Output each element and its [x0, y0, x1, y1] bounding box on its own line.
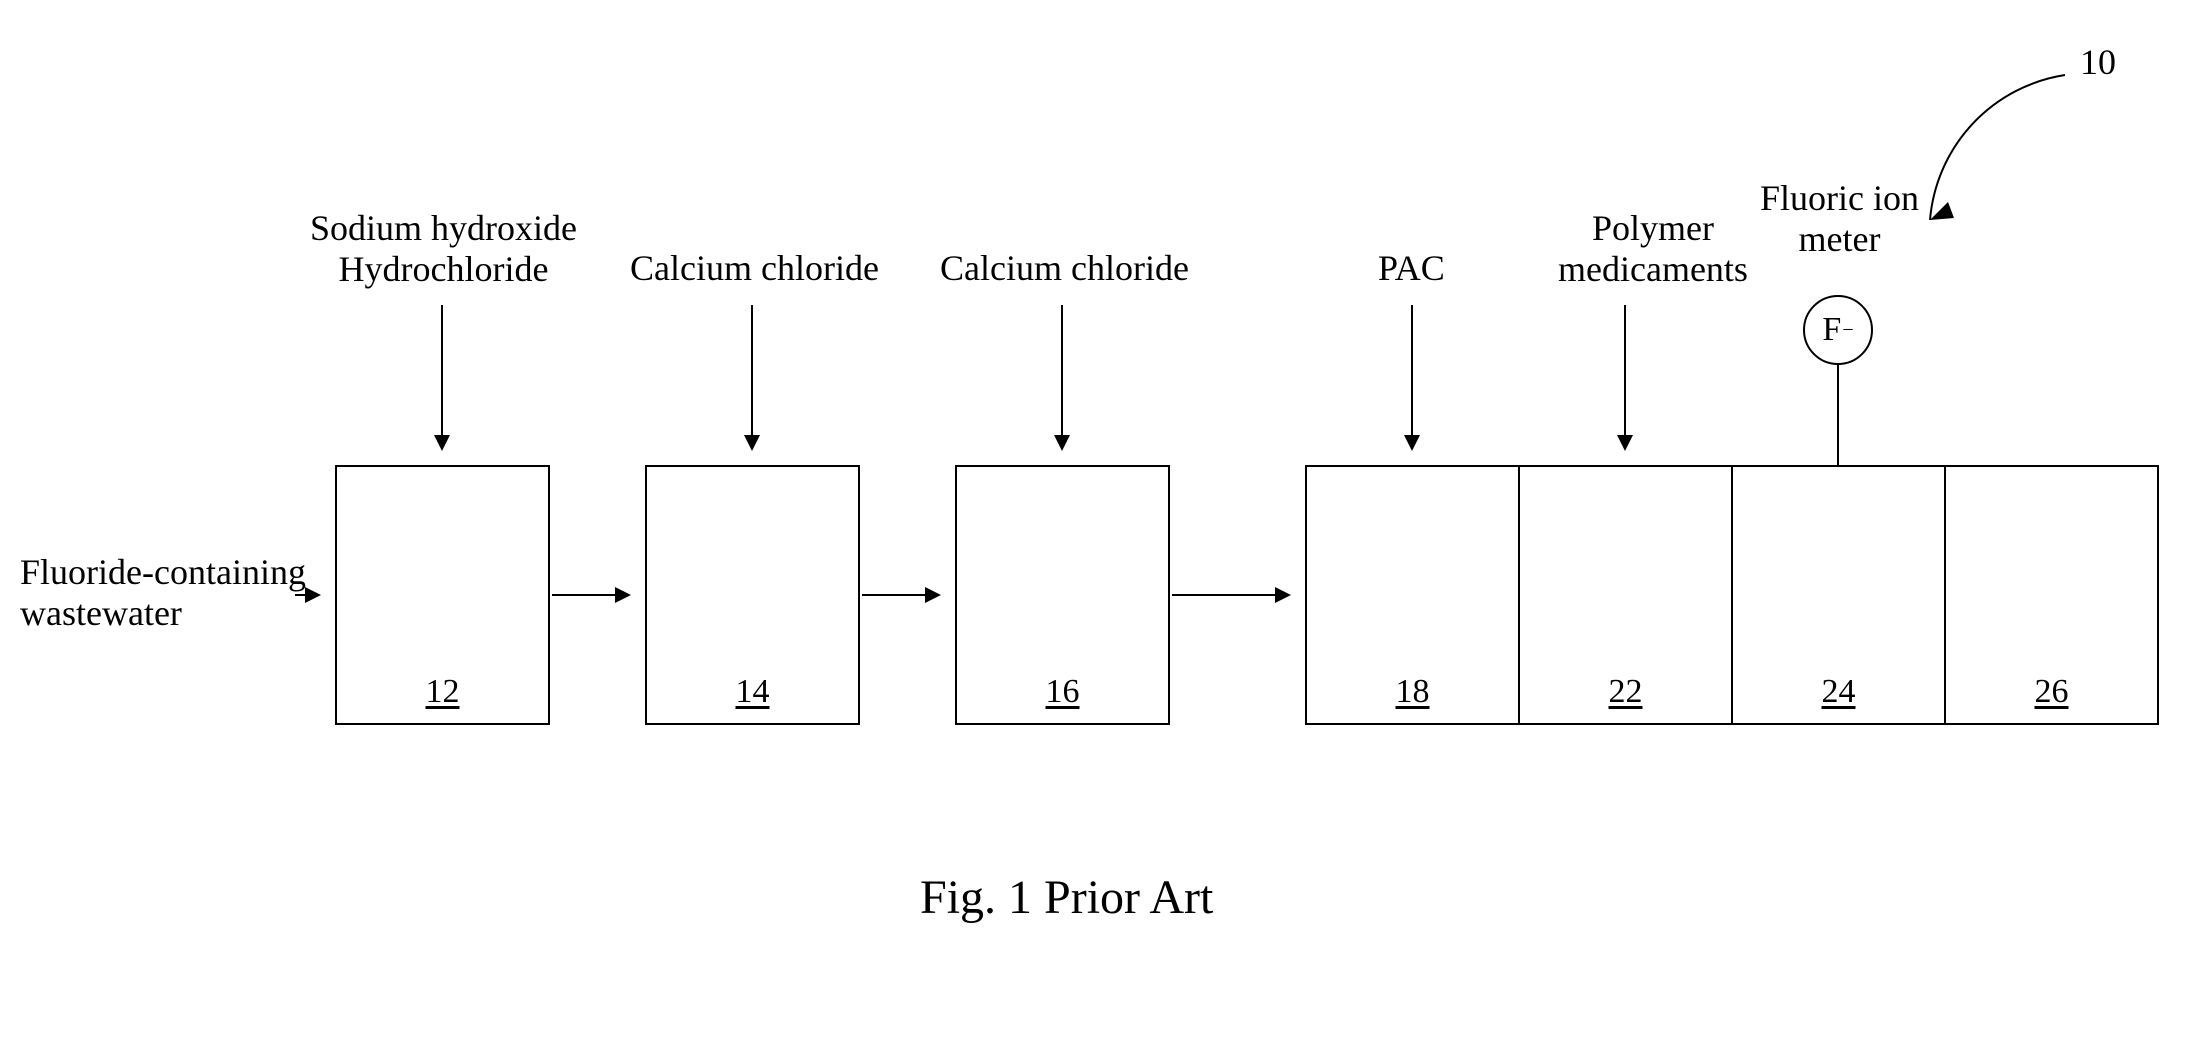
arrow-into-12-top [441, 305, 443, 449]
box-id-22: 22 [1609, 673, 1643, 711]
arrow-16-to-18 [1172, 594, 1289, 596]
fluoric-ion-meter-icon: F− [1803, 295, 1873, 365]
label-cacl2-1: Calcium chloride [630, 248, 879, 289]
label-naoh-hcl: Sodium hydroxideHydrochloride [310, 208, 577, 291]
box-id-12: 12 [426, 673, 460, 711]
box-id-24: 24 [1822, 673, 1856, 711]
box-26: 26 [1944, 465, 2159, 725]
box-12: 12 [335, 465, 550, 725]
reference-arc [1900, 60, 2100, 250]
arrow-12-to-14 [552, 594, 629, 596]
arrow-into-22-top [1624, 305, 1626, 449]
arrow-into-14-top [751, 305, 753, 449]
figure-caption: Fig. 1 Prior Art [920, 870, 1213, 925]
label-wastewater: Fluoride-containingwastewater [20, 552, 306, 635]
box-id-16: 16 [1046, 673, 1080, 711]
box-18: 18 [1305, 465, 1520, 725]
box-22: 22 [1518, 465, 1733, 725]
box-id-26: 26 [2035, 673, 2069, 711]
box-14: 14 [645, 465, 860, 725]
box-id-14: 14 [736, 673, 770, 711]
arrow-into-16-top [1061, 305, 1063, 449]
arrow-14-to-16 [862, 594, 939, 596]
diagram-canvas: 10 12 14 16 18 22 24 26 F− Fluoride-cont… [0, 0, 2210, 1043]
box-id-18: 18 [1396, 673, 1430, 711]
meter-connector-line [1837, 363, 1839, 465]
label-pac: PAC [1378, 248, 1445, 289]
label-polymer: Polymermedicaments [1558, 208, 1748, 291]
arrow-into-18-top [1411, 305, 1413, 449]
label-meter: Fluoric ionmeter [1760, 178, 1919, 261]
box-24: 24 [1731, 465, 1946, 725]
reference-number: 10 [2080, 42, 2116, 83]
box-16: 16 [955, 465, 1170, 725]
label-cacl2-2: Calcium chloride [940, 248, 1189, 289]
